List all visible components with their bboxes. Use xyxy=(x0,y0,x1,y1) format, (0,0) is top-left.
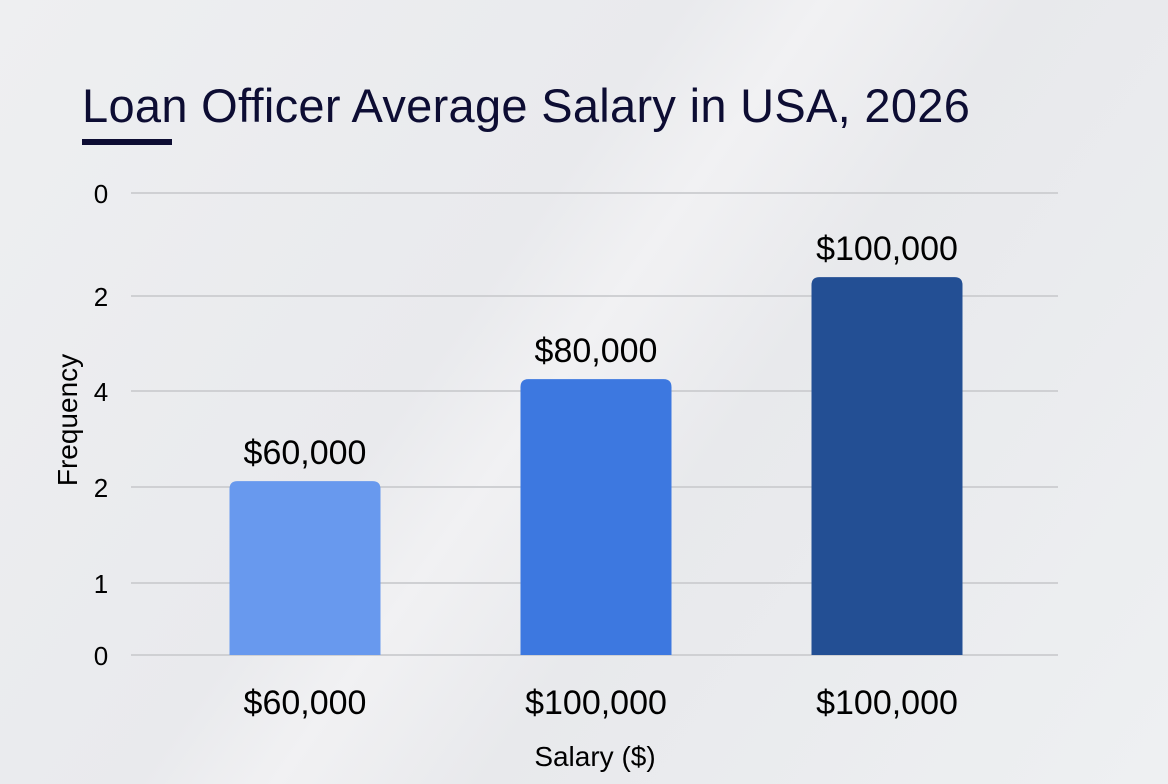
y-tick-label: 4 xyxy=(94,377,108,407)
x-axis-label: Salary ($) xyxy=(534,741,655,772)
y-tick-label: 1 xyxy=(94,569,108,599)
x-tick-label: $100,000 xyxy=(816,684,958,722)
title-underline xyxy=(82,139,172,145)
x-tick-label: $100,000 xyxy=(525,684,667,722)
bar-value-label: $80,000 xyxy=(535,332,658,370)
y-axis-label: Frequency xyxy=(52,354,83,486)
y-tick-label: 0 xyxy=(94,641,108,671)
bar-value-label: $100,000 xyxy=(816,230,958,268)
bar xyxy=(811,277,963,655)
bar-value-label: $60,000 xyxy=(244,434,367,472)
bar xyxy=(520,379,672,655)
y-tick-label: 2 xyxy=(94,473,108,503)
x-tick-label: $60,000 xyxy=(244,684,367,722)
bar xyxy=(229,481,381,655)
y-tick-label: 2 xyxy=(94,282,108,312)
y-tick-label: 0 xyxy=(94,179,108,209)
chart-title: Loan Officer Average Salary in USA, 2026 xyxy=(82,79,971,132)
